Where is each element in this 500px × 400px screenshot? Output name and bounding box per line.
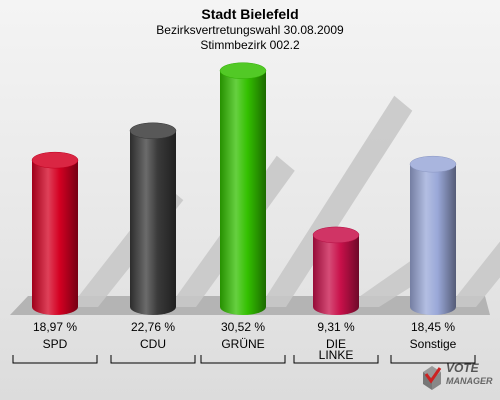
category-bracket [390, 355, 476, 364]
category-label: GRÜNE [221, 337, 264, 351]
category-bracket [12, 355, 98, 364]
value-label: 22,76 % [131, 320, 175, 334]
vote-manager-logo: VOTE MANAGER [420, 360, 494, 394]
logo-line1: VOTE [446, 361, 479, 375]
bar-body [32, 160, 78, 315]
value-label: 9,31 % [317, 320, 355, 334]
category-label: SPD [43, 337, 68, 351]
value-label: 18,97 % [33, 320, 77, 334]
bar-body [410, 164, 456, 315]
bar-shadow [266, 95, 413, 307]
bar-top [219, 62, 267, 79]
chart-district: Stimmbezirk 002.2 [200, 38, 300, 52]
bar-shadow [456, 241, 500, 307]
bar-top [312, 226, 360, 244]
category-bracket [200, 355, 286, 364]
chart-subtitle: Bezirksvertretungswahl 30.08.2009 [156, 23, 344, 37]
category-label: DIE [326, 337, 346, 351]
chart-header: Stadt Bielefeld Bezirksvertretungswahl 3… [0, 6, 500, 53]
bar-top [31, 151, 79, 169]
category-label: CDU [140, 337, 166, 351]
bar-body [220, 70, 266, 315]
value-label: 18,45 % [411, 320, 455, 334]
bar-grüne [219, 62, 413, 315]
bar-top [409, 155, 457, 173]
category-label: Sonstige [410, 337, 457, 351]
bar-body [313, 234, 359, 315]
category-label: LINKE [319, 348, 354, 362]
ballot-check-icon [423, 366, 442, 390]
chart-title: Stadt Bielefeld [201, 6, 299, 22]
bar-sonstige [409, 155, 500, 315]
value-label: 30,52 % [221, 320, 265, 334]
bar-top [129, 122, 177, 140]
category-bracket [293, 355, 379, 364]
bar-cdu [129, 122, 295, 315]
category-bracket [110, 355, 196, 364]
logo-line2: MANAGER [446, 376, 493, 386]
bar-body [130, 130, 176, 315]
